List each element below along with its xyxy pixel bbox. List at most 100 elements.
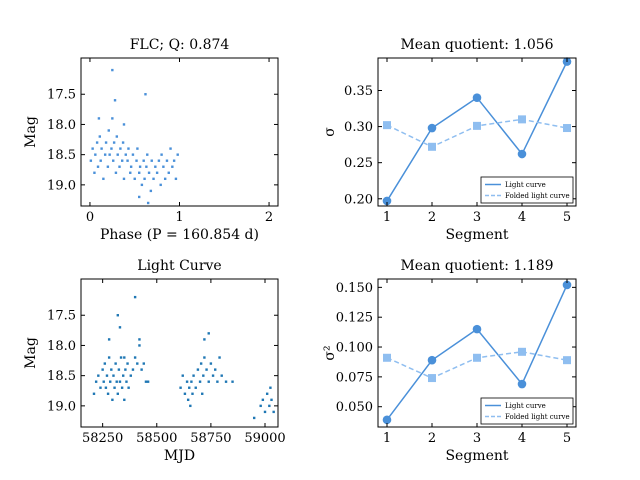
data-point <box>136 147 139 150</box>
data-point <box>150 159 153 162</box>
data-point <box>220 374 223 377</box>
data-point <box>133 295 137 299</box>
data-point <box>133 177 136 181</box>
data-point <box>138 338 141 341</box>
data-point <box>94 153 97 156</box>
y-tick-label: 0.050 <box>336 400 373 415</box>
data-point <box>114 171 118 174</box>
data-point <box>207 380 210 383</box>
y-tick-label: 19.0 <box>47 178 76 193</box>
data-point <box>159 183 162 187</box>
data-point <box>179 386 182 389</box>
x-tick-label: 4 <box>518 210 526 225</box>
x-tick-label: 3 <box>473 210 481 225</box>
data-point <box>116 153 119 156</box>
data-point <box>218 356 221 359</box>
data-point <box>135 159 138 162</box>
data-point <box>133 356 137 359</box>
data-point <box>115 135 119 138</box>
data-point <box>147 171 151 174</box>
data-point <box>167 171 170 174</box>
data-point <box>117 368 121 371</box>
data-point <box>129 374 132 377</box>
y-tick-label: 18.5 <box>47 148 76 163</box>
data-point <box>99 159 102 162</box>
y-tick-label: 0.20 <box>344 192 373 207</box>
data-point <box>124 153 127 156</box>
series-marker <box>427 355 437 365</box>
data-point <box>106 392 110 395</box>
data-point <box>120 159 124 162</box>
data-point <box>191 392 194 395</box>
x-tick-label: 2 <box>428 210 436 225</box>
series-marker <box>518 115 526 124</box>
panel-4: Mean quotient: 1.189 1 2 3 4 5 0.050 0.075 0.100… <box>322 258 577 464</box>
data-point <box>112 159 115 162</box>
data-point <box>209 362 213 365</box>
y-tick-label: 19.0 <box>47 399 76 414</box>
data-point <box>113 99 117 102</box>
data-point <box>93 171 96 174</box>
x-tick-label: 59000 <box>244 431 285 446</box>
data-point <box>108 153 111 156</box>
series-marker <box>473 121 481 130</box>
data-point <box>97 374 100 377</box>
data-point <box>91 147 94 150</box>
y-tick-label: 18.5 <box>47 369 76 384</box>
legend-box <box>480 397 574 425</box>
data-point <box>103 153 107 156</box>
data-point <box>136 362 139 365</box>
data-point <box>162 165 165 168</box>
data-point <box>105 374 109 377</box>
data-point <box>106 165 110 168</box>
series-marker <box>518 347 526 356</box>
data-point <box>144 380 148 383</box>
series-marker <box>472 324 482 334</box>
x-tick-label: 58500 <box>136 431 177 446</box>
series-marker <box>517 149 527 159</box>
data-point <box>111 117 114 120</box>
data-point <box>224 380 228 383</box>
data-point <box>99 386 102 389</box>
series-marker <box>427 123 437 133</box>
data-point <box>203 338 206 341</box>
series-marker <box>382 415 392 425</box>
data-point <box>152 177 155 181</box>
x-tick-label: 58750 <box>190 431 231 446</box>
data-point <box>171 165 174 168</box>
y-axis-label: Mag <box>23 337 39 369</box>
data-point <box>107 338 111 341</box>
data-point <box>122 177 126 181</box>
data-point <box>129 171 132 174</box>
x-tick-label: 3 <box>473 431 481 446</box>
y-axis-label: σ² <box>322 345 338 360</box>
data-point <box>118 380 122 383</box>
x-axis-label: Segment <box>445 448 508 464</box>
y-tick-label: 18.0 <box>47 339 76 354</box>
x-tick-label: 5 <box>563 210 571 225</box>
series-marker <box>383 353 391 362</box>
y-tick-label: 0.100 <box>336 341 373 356</box>
data-point <box>123 356 126 359</box>
series-marker <box>472 93 482 103</box>
data-point <box>110 368 113 371</box>
data-point <box>183 392 187 395</box>
data-point <box>94 380 98 383</box>
data-point <box>104 386 108 389</box>
data-point <box>143 177 146 181</box>
panel-3: Light Curve 58250 58500 58750 59000 17.5 18.0 1… <box>23 258 286 464</box>
data-point <box>120 386 124 389</box>
data-point <box>103 362 107 365</box>
chart-title: Mean quotient: 1.189 <box>400 258 553 274</box>
data-point <box>186 398 190 402</box>
legend-label: Folded light curve <box>505 413 570 421</box>
data-point <box>118 165 121 168</box>
data-point <box>127 147 130 150</box>
data-point <box>96 165 100 168</box>
data-point <box>104 141 108 144</box>
data-point <box>119 356 123 359</box>
data-point <box>112 141 116 144</box>
y-tick-label: 17.5 <box>47 309 76 324</box>
data-point <box>138 195 141 199</box>
data-point <box>92 392 96 395</box>
